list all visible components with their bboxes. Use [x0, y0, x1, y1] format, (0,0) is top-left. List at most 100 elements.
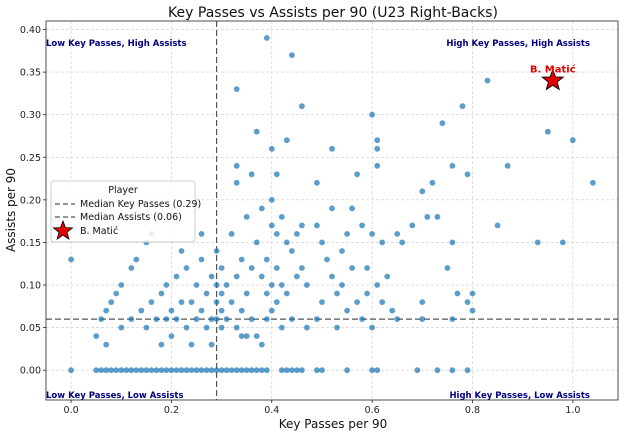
- data-point: [374, 367, 381, 374]
- data-point: [223, 316, 230, 322]
- data-point: [148, 367, 155, 374]
- data-point: [289, 52, 295, 58]
- data-point: [203, 290, 210, 297]
- data-point: [218, 367, 225, 374]
- data-point: [243, 367, 250, 374]
- data-point: [173, 367, 180, 374]
- data-point: [544, 128, 551, 135]
- data-point: [268, 197, 275, 203]
- data-point: [178, 299, 185, 305]
- data-point: [349, 265, 355, 271]
- data-point: [188, 299, 195, 305]
- data-point: [369, 324, 375, 331]
- x-tick-label: 0.6: [365, 405, 380, 416]
- data-point: [133, 367, 140, 374]
- data-point: [263, 367, 270, 374]
- data-point: [143, 324, 150, 331]
- legend-entry-median-key-passes: Median Key Passes (0.29): [80, 199, 201, 210]
- y-tick-label: 0.20: [20, 195, 41, 206]
- data-point: [163, 316, 170, 322]
- data-point: [258, 341, 265, 348]
- data-points: [68, 35, 596, 374]
- data-point: [359, 222, 365, 229]
- data-point: [394, 316, 401, 322]
- data-point: [168, 333, 175, 339]
- data-point: [484, 77, 491, 84]
- data-point: [158, 341, 165, 348]
- data-point: [590, 179, 596, 186]
- data-point: [183, 367, 190, 374]
- data-point: [218, 290, 225, 297]
- data-point: [203, 324, 210, 331]
- data-point: [98, 367, 105, 374]
- data-point: [278, 367, 285, 374]
- data-point: [243, 333, 250, 339]
- legend-box: [50, 180, 196, 243]
- y-axis-ticks: 0.00 0.05 0.10 0.15 0.20 0.25 0.30 0.35 0.40: [20, 25, 46, 377]
- data-point: [198, 231, 205, 237]
- y-tick-label: 0.30: [20, 110, 41, 121]
- data-point: [213, 299, 220, 305]
- data-point: [118, 324, 125, 331]
- data-point: [434, 214, 441, 220]
- data-point: [233, 179, 240, 186]
- data-point: [183, 324, 190, 331]
- data-point: [289, 316, 295, 322]
- data-point: [314, 179, 320, 186]
- quadrant-labels: Low Key Passes, High Assists High Key Pa…: [46, 39, 590, 401]
- data-point: [163, 282, 170, 288]
- data-point: [314, 316, 320, 322]
- data-point: [188, 341, 195, 348]
- data-point: [324, 256, 330, 263]
- data-point: [213, 367, 220, 374]
- data-point: [143, 367, 150, 374]
- data-point: [294, 367, 300, 374]
- data-point: [469, 307, 476, 314]
- data-point: [454, 290, 461, 297]
- data-point: [153, 316, 160, 322]
- data-point: [439, 120, 446, 127]
- data-point: [208, 367, 215, 374]
- data-point: [319, 239, 325, 246]
- plot-frame: [45, 20, 619, 401]
- data-point: [304, 324, 310, 331]
- data-point: [263, 290, 270, 297]
- data-point: [188, 367, 195, 374]
- data-point: [223, 282, 230, 288]
- data-point: [419, 299, 426, 305]
- data-point: [494, 222, 501, 229]
- data-point: [248, 171, 255, 178]
- data-point: [379, 239, 386, 246]
- data-point: [123, 367, 130, 374]
- data-point: [449, 316, 456, 322]
- data-point: [128, 316, 135, 322]
- data-point: [369, 367, 375, 374]
- y-tick-label: 0.05: [20, 323, 41, 334]
- highlight-label: B. Matić: [530, 64, 576, 76]
- data-point: [449, 367, 456, 374]
- x-tick-label: 1.0: [565, 405, 580, 416]
- quadrant-label-top-left: Low Key Passes, High Assists: [46, 39, 187, 49]
- data-point: [68, 367, 74, 374]
- data-point: [133, 256, 140, 263]
- quadrant-label-top-right: High Key Passes, High Assists: [446, 39, 590, 49]
- data-point: [344, 307, 350, 314]
- data-point: [379, 299, 386, 305]
- data-point: [409, 222, 416, 229]
- data-point: [158, 290, 165, 297]
- x-tick-label: 0.4: [264, 405, 279, 416]
- data-point: [319, 367, 325, 374]
- data-point: [98, 316, 105, 322]
- data-point: [283, 367, 290, 374]
- x-axis-ticks: 0.0 0.2 0.4 0.6 0.8 1.0: [64, 400, 580, 416]
- data-point: [253, 333, 260, 339]
- data-point: [168, 367, 175, 374]
- data-point: [419, 316, 426, 322]
- legend-entry-highlight: B. Matić: [80, 226, 118, 237]
- data-point: [198, 256, 205, 263]
- data-point: [138, 307, 145, 314]
- data-point: [108, 367, 115, 374]
- data-point: [283, 290, 290, 297]
- legend: Player Median Key Passes (0.29) Median A…: [50, 180, 201, 243]
